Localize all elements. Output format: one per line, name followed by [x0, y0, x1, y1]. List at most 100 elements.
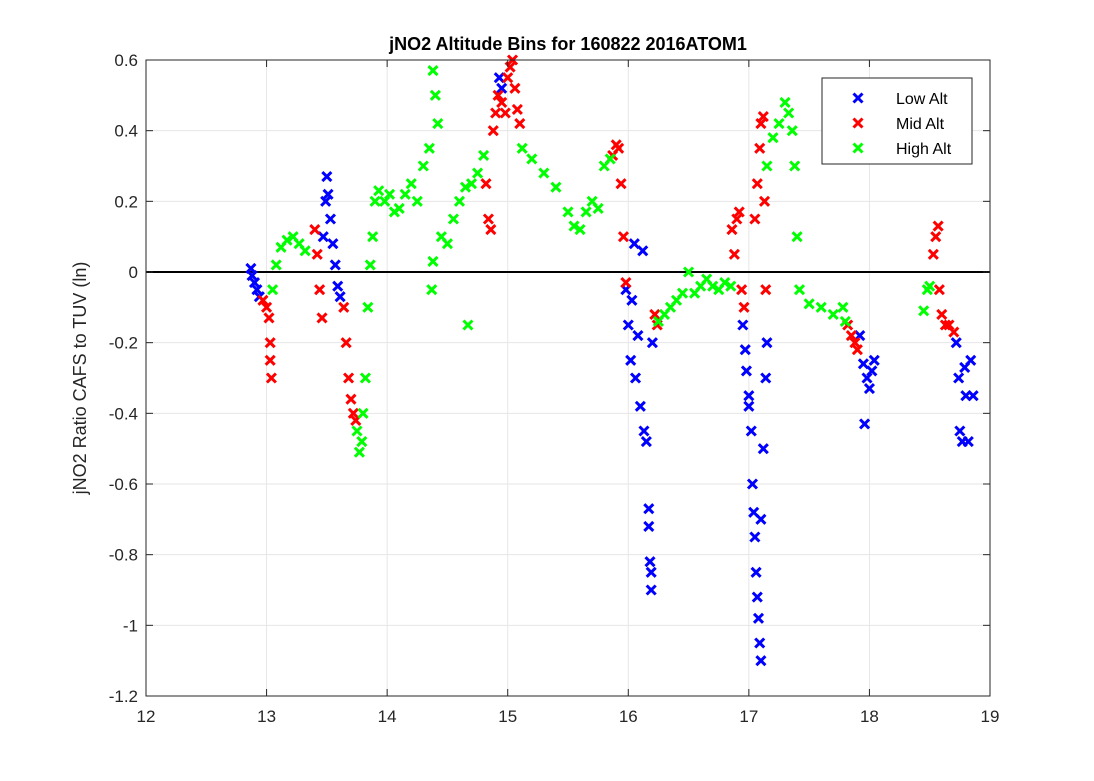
low-alt-point: [634, 400, 646, 412]
low-alt-point: [622, 319, 634, 331]
mid-alt-point: [496, 96, 508, 108]
high-alt-point: [427, 65, 439, 77]
low-alt-point: [737, 319, 749, 331]
mid-alt-point: [342, 372, 355, 384]
low-alt-point: [629, 372, 642, 384]
mid-alt-point: [340, 337, 352, 349]
high-alt-point: [779, 96, 791, 108]
high-alt-point: [417, 160, 429, 172]
low-alt-point: [327, 238, 339, 250]
high-alt-point: [574, 224, 586, 236]
low-alt-point: [321, 171, 333, 183]
mid-alt-point: [932, 220, 944, 232]
high-alt-point: [465, 178, 478, 190]
mid-alt-point: [502, 72, 514, 84]
plot-frame: [145, 59, 991, 697]
mid-alt-point: [728, 248, 740, 260]
mid-alt-point: [311, 248, 323, 260]
high-alt-point: [526, 153, 538, 165]
low-alt-point: [317, 231, 329, 243]
x-tick-label: 17: [739, 707, 758, 726]
y-tick-label: -0.2: [109, 334, 138, 353]
high-alt-point: [362, 301, 374, 313]
high-alt-point: [281, 234, 293, 246]
mid-alt-point: [338, 301, 350, 313]
low-alt-point: [246, 269, 258, 282]
low-alt-point: [965, 354, 977, 366]
high-alt-point: [580, 206, 592, 218]
low-alt-point: [640, 436, 652, 448]
low-alt-point: [740, 365, 753, 377]
y-tick-label: -0.8: [109, 546, 138, 565]
low-alt-point: [248, 277, 261, 289]
low-alt-point: [745, 425, 757, 437]
y-axis-label: jNO2 Ratio CAFS to TUV (ln): [70, 262, 90, 496]
legend: Low Alt Mid Alt High Alt: [821, 77, 973, 165]
high-alt-point: [379, 195, 391, 207]
high-alt-point: [516, 142, 528, 154]
mid-alt-point: [851, 344, 863, 356]
high-alt-point: [427, 255, 439, 267]
high-alt-point: [786, 125, 798, 137]
mid-alt-point: [755, 118, 767, 130]
mid-alt-point: [757, 110, 769, 123]
high-alt-point: [550, 181, 562, 193]
legend-label-mid-alt: Mid Alt: [896, 116, 945, 133]
low-alt-point: [637, 245, 649, 257]
mid-alt-point: [615, 178, 627, 190]
low-alt-point: [628, 238, 640, 250]
high-alt-point: [791, 231, 803, 243]
low-alt-point: [967, 390, 979, 402]
low-alt-point: [743, 390, 755, 402]
high-alt-point: [793, 284, 806, 296]
low-alt-point: [953, 372, 965, 384]
mid-alt-point: [943, 319, 955, 331]
x-tick-label: 16: [619, 707, 638, 726]
high-alt-point: [773, 118, 785, 130]
mid-alt-point: [733, 206, 745, 218]
mid-alt-point: [499, 107, 511, 119]
mid-alt-point: [649, 308, 661, 320]
high-alt-point: [918, 305, 930, 317]
high-alt-point: [453, 195, 466, 207]
mid-alt-point: [736, 284, 748, 296]
low-alt-point: [739, 344, 751, 356]
low-alt-point: [322, 188, 334, 200]
mid-alt-point: [309, 224, 321, 236]
low-alt-point: [645, 584, 657, 596]
mid-alt-point: [514, 118, 526, 130]
high-alt-point: [393, 202, 405, 214]
mid-alt-point: [316, 312, 328, 324]
low-alt-point: [496, 82, 508, 94]
high-alt-point: [725, 280, 737, 292]
high-alt-point: [462, 319, 474, 331]
high-alt-point: [299, 245, 311, 257]
chart-title: jNO2 Altitude Bins for 160822 2016ATOM1: [388, 34, 747, 54]
high-alt-point: [924, 280, 936, 292]
x-tick-label: 18: [860, 707, 879, 726]
low-alt-point: [645, 566, 657, 578]
mid-alt-point: [263, 312, 275, 324]
low-alt-point: [755, 655, 767, 667]
low-alt-point: [332, 280, 344, 292]
low-alt-point: [750, 566, 762, 578]
legend-marker-low-alt: [852, 92, 864, 104]
low-alt-point: [761, 337, 773, 349]
high-alt-point: [364, 259, 376, 271]
mid-alt-point: [617, 231, 630, 243]
low-alt-point: [626, 294, 638, 306]
high-alt-point: [604, 153, 616, 165]
y-tick-label: 0.6: [114, 51, 138, 70]
x-tick-label: 19: [981, 707, 1000, 726]
high-alt-point: [383, 188, 396, 200]
mid-alt-point: [265, 372, 277, 384]
low-alt-point: [857, 358, 869, 370]
high-alt-point: [789, 160, 801, 172]
low-alt-point: [329, 259, 341, 271]
low-alt-point: [493, 72, 505, 84]
high-alt-point: [707, 280, 719, 292]
high-alt-point: [767, 132, 779, 144]
high-alt-point: [568, 220, 580, 232]
mid-alt-point: [939, 319, 951, 331]
